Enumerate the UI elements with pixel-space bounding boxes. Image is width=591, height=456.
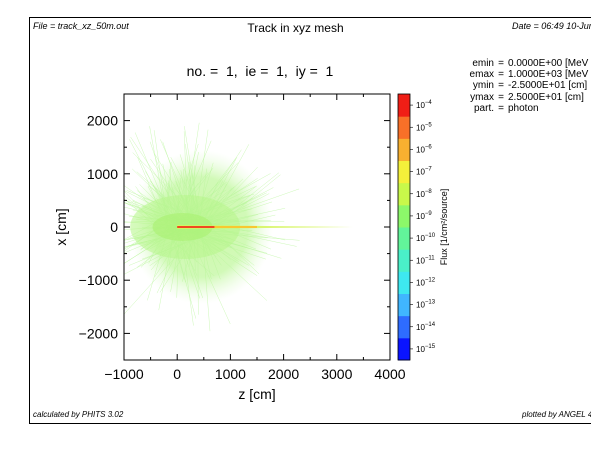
param-row: part. = photon [462,103,588,114]
file-label: File = track_xz_50m.out [33,21,129,31]
colorbar-segment [398,116,410,139]
x-tick-label: 4000 [374,366,405,382]
date-label: Date = 06:49 10-Jun-201 [512,21,591,31]
colorbar-segment [398,94,410,117]
colorbar-tick-label: 10−12 [416,277,436,287]
colorbar-tick-label: 10−14 [416,322,436,332]
colorbar: 10−4 10−5 10−6 10−7 10−8 10−9 10−10 10−11 10−12 1… [397,93,449,361]
colorbar-segment [398,293,410,317]
colorbar-tick-label: 10−11 [416,255,435,265]
param-eq: = [498,58,504,69]
param-row: emax = 1.0000E+03 [MeV [462,69,589,81]
y-tick-label: 0 [110,219,118,235]
colorbar-segment [398,337,410,361]
colorbar-segment [398,204,410,228]
axes: −1000 0 1000 2000 3000 4000 −2000 −1000 0 1000 200… [53,93,406,402]
plotted-by-label: plotted by ANGEL 4.5 [522,410,591,419]
colorbar-border [397,93,411,361]
page-title: Track in xyz mesh [247,21,344,35]
y-tick-label: −2000 [79,325,119,341]
x-tick-label: 3000 [321,366,352,382]
param-key: ymin [472,80,494,92]
param-key: ymax [470,91,494,103]
colorbar-tick-label: 10−6 [416,144,432,154]
heatmap-layer [124,122,353,332]
colorbar-segment [398,182,410,206]
colorbar-segment [398,138,410,161]
param-value: 1.0000E+03 [MeV [508,69,589,81]
plot-frame [29,17,591,424]
calculated-by-label: calculated by PHITS 3.02 [33,410,124,419]
param-row: emin = 0.0000E+00 [MeV [462,58,588,69]
colorbar-tick-label: 10−5 [416,122,432,132]
x-tick-label: 1000 [215,366,246,382]
param-eq: = [498,91,504,103]
x-axis-label: z [cm] [238,386,275,402]
y-tick-label: 2000 [87,113,118,129]
colorbar-tick-label: 10−7 [416,167,432,177]
colorbar-tick-label: 10−15 [416,344,436,354]
x-tick-label: 2000 [268,366,299,382]
colorbar-tick-label: 10−10 [416,233,436,243]
param-value: 0.0000E+00 [MeV [508,58,589,69]
param-key: part. [473,102,494,114]
colorbar-segment [398,227,410,250]
param-value: 2.5000E+01 [cm] [508,91,584,103]
colorbar-tick-label: 10−13 [416,300,436,310]
plot-area [124,122,353,332]
param-row: ymax = 2.5000E+01 [cm] [462,92,588,103]
x-tick-label: 0 [173,366,181,382]
y-tick-label: −1000 [79,272,119,288]
colorbar-tick-label: 10−8 [416,189,432,199]
param-row: ymin = -2.5000E+01 [cm] [462,80,588,91]
colorbar-segment [398,160,410,184]
param-eq: = [498,102,504,114]
colorbar-tick-label: 10−9 [416,211,432,221]
param-eq: = [498,69,504,81]
colorbar-segment [398,249,410,272]
colorbar-tick-label: 10−4 [416,100,432,110]
param-eq: = [498,80,504,92]
param-key: emax [469,69,494,81]
y-tick-label: 1000 [87,166,118,182]
colorbar-label: Flux [1/cm²/source] [439,189,449,266]
param-key: emin [472,58,494,69]
param-value: -2.5000E+01 [cm] [508,80,588,92]
colorbar-segment [398,271,410,294]
param-value: photon [508,102,539,114]
x-tick-label: −1000 [104,366,144,382]
colorbar-segment [398,315,410,339]
parameter-list: emin = 0.0000E+00 [MeV emax = 1.0000E+03 [Me… [462,58,589,114]
chart-subtitle: no. = 1, ie = 1, iy = 1 [186,63,334,79]
y-axis-label: x [cm] [53,208,69,245]
